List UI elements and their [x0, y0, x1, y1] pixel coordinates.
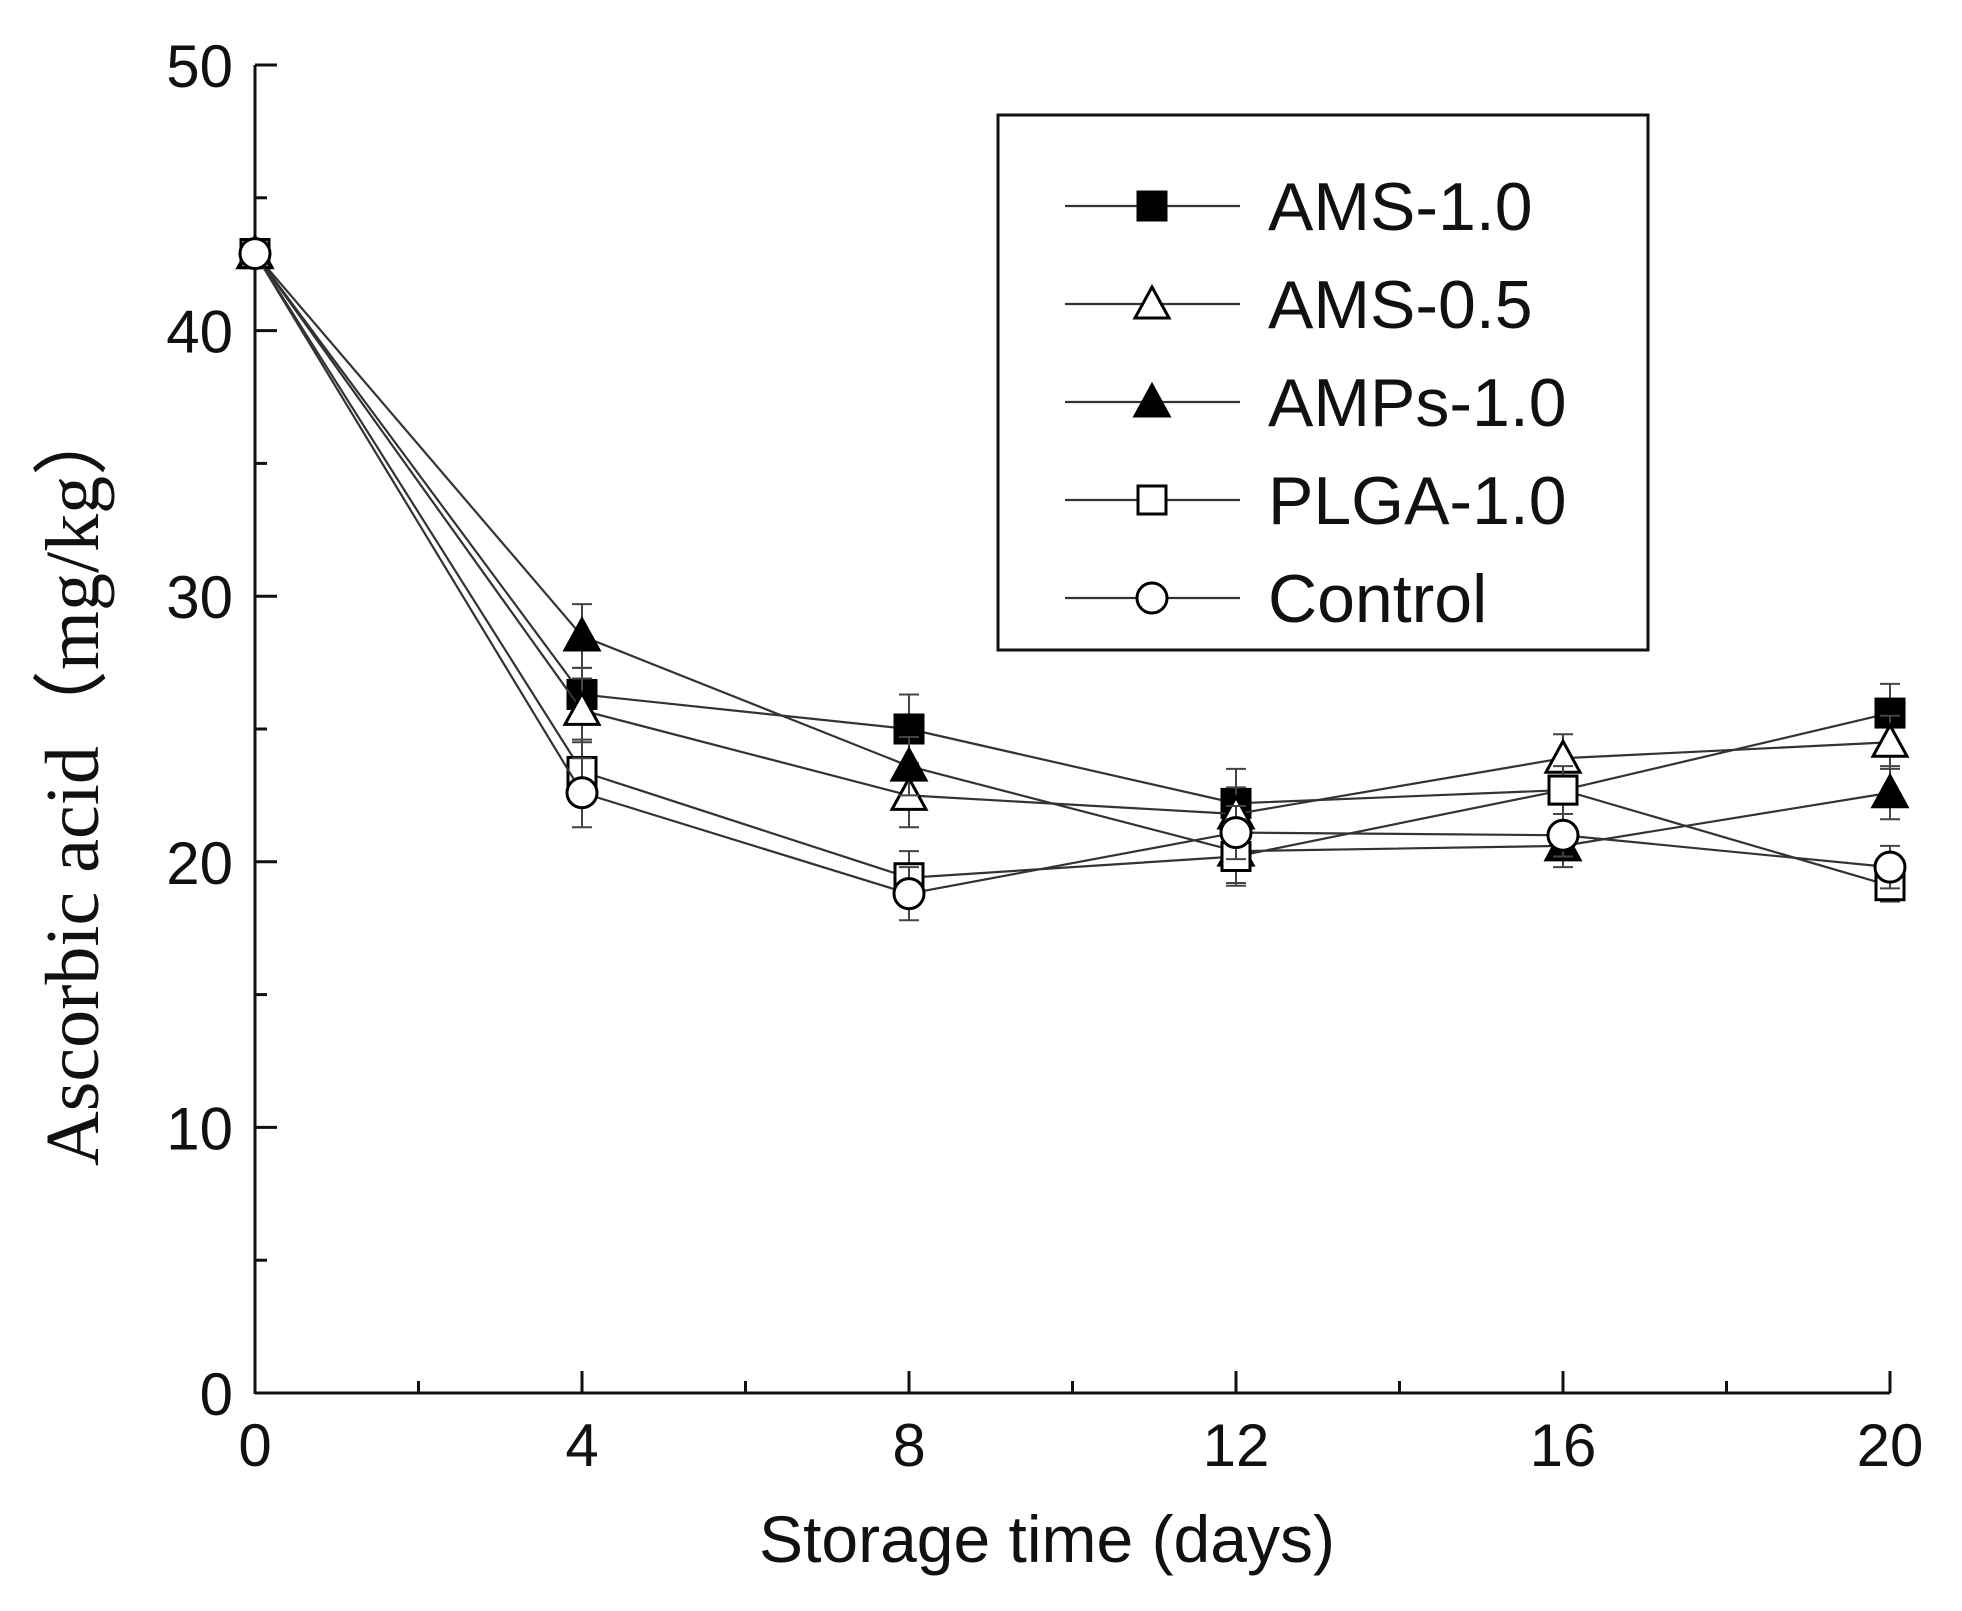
y-tick-label: 50 — [166, 33, 233, 100]
data-point — [889, 746, 929, 782]
axes: 0 10 20 30 40 50 0 4 8 12 16 20 — [166, 33, 1923, 1479]
legend-label: Control — [1268, 561, 1487, 637]
data-point — [1220, 840, 1252, 872]
legend-label: PLGA-1.0 — [1268, 463, 1567, 539]
x-tick-label: 12 — [1203, 1412, 1270, 1479]
series-layer — [235, 233, 1910, 922]
data-point — [1219, 816, 1253, 850]
legend-label: AMS-1.0 — [1268, 169, 1533, 245]
series-line — [254, 252, 1891, 887]
data-point — [1547, 774, 1579, 806]
data-point — [562, 690, 602, 726]
x-tick-label: 8 — [892, 1412, 925, 1479]
y-tick-label: 30 — [166, 564, 233, 631]
y-tick-label: 40 — [166, 299, 233, 366]
series-line — [254, 252, 1891, 853]
series-line — [254, 253, 1891, 895]
data-point — [238, 237, 272, 271]
legend-box — [996, 113, 1650, 652]
series-line — [254, 252, 1891, 816]
y-tick-label: 20 — [166, 830, 233, 897]
data-point — [1873, 850, 1907, 884]
legend-item: PLGA-1.0 — [1065, 463, 1567, 539]
legend-marker — [1135, 581, 1169, 615]
x-axis-label: Storage time (days) — [759, 1502, 1335, 1576]
series-control — [238, 237, 1907, 922]
x-tick-label: 4 — [565, 1412, 598, 1479]
legend-marker — [1132, 381, 1172, 418]
x-tick-label: 0 — [238, 1412, 271, 1479]
legend-marker — [1136, 190, 1168, 222]
series-line — [254, 252, 1891, 805]
data-point — [1870, 772, 1910, 809]
y-tick-label: 0 — [200, 1361, 233, 1428]
y-tick-label: 10 — [166, 1095, 233, 1162]
x-tick-label: 16 — [1530, 1412, 1597, 1479]
legend-label: AMPs-1.0 — [1268, 365, 1567, 441]
data-point — [1870, 722, 1910, 758]
legend-marker — [1132, 283, 1172, 320]
x-tick-label: 20 — [1857, 1412, 1924, 1479]
legend-item: AMPs-1.0 — [1065, 365, 1567, 441]
legend-label: AMS-0.5 — [1268, 267, 1533, 343]
y-axis-label: Ascorbic acid（mg/kg） — [31, 400, 115, 1166]
data-point — [562, 615, 602, 652]
data-point — [892, 877, 926, 911]
legend: AMS-1.0 AMS-0.5 AMPs-1.0 PLGA-1.0 Control — [996, 113, 1650, 652]
legend-item: Control — [1065, 561, 1487, 637]
data-point — [565, 776, 599, 810]
legend-marker — [1136, 484, 1168, 516]
legend-item: AMS-0.5 — [1065, 267, 1533, 343]
legend-item: AMS-1.0 — [1065, 169, 1533, 245]
data-point — [1546, 818, 1580, 852]
